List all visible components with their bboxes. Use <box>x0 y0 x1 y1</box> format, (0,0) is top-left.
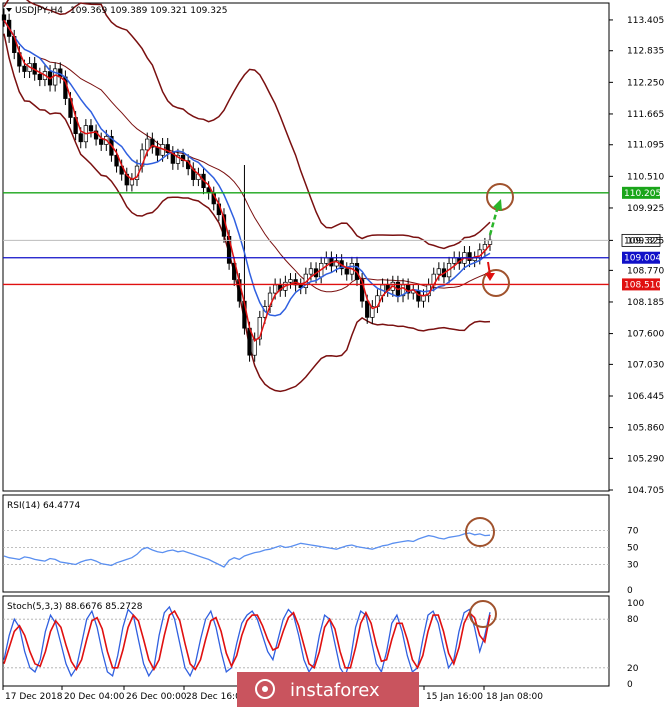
x-tick-label: 18 Jan 08:00 <box>486 692 543 702</box>
y-tick-label: 112.250 <box>627 78 664 88</box>
rsi-y-tick-label: 0 <box>627 586 633 596</box>
rsi-line <box>3 532 491 568</box>
target-down-circle <box>482 269 510 297</box>
candle-body <box>145 138 150 151</box>
x-tick-label: 15 Jan 16:00 <box>426 692 483 702</box>
candle-body <box>467 252 472 261</box>
candle-body <box>365 300 370 318</box>
stoch-label: Stoch(5,3,3) 88.6676 85.2728 <box>7 602 143 612</box>
watermark-text: instaforex <box>290 680 380 701</box>
candle-body <box>272 284 278 294</box>
y-tick-label: 106.445 <box>627 392 664 402</box>
candle-body <box>99 138 104 145</box>
candle-body <box>421 295 426 302</box>
candle-body <box>114 154 119 167</box>
candle-body <box>436 268 441 275</box>
rsi-label: RSI(14) 64.4774 <box>7 501 80 511</box>
symbol-label: USDJPY,H4 <box>15 6 63 16</box>
stoch-y-tick-label: 100 <box>627 599 644 609</box>
bollinger-middle <box>3 19 491 293</box>
candle-body <box>37 73 42 80</box>
rsi-y-tick-label: 50 <box>627 544 639 554</box>
support-badge-label: 108.510 <box>624 280 661 290</box>
rsi-y-tick-label: 30 <box>627 561 639 571</box>
stoch-highlight-circle <box>469 600 497 628</box>
y-tick-label: 104.705 <box>627 486 664 496</box>
up-arrow-head-icon <box>493 199 502 211</box>
x-tick-label: 17 Dec 2018 <box>5 692 63 702</box>
x-tick-label: 28 Dec 16:00 <box>186 692 247 702</box>
candle-body <box>88 125 94 132</box>
stoch-k-line <box>3 605 491 678</box>
main-panel <box>2 2 610 492</box>
candle-body <box>288 279 293 283</box>
y-tick-label: 111.095 <box>627 141 664 151</box>
ohlc-label: 109.369 109.389 109.321 109.325 <box>70 6 227 16</box>
x-tick-label: 26 Dec 00:00 <box>126 692 187 702</box>
stoch-d-line <box>3 609 491 672</box>
candle-body <box>370 306 375 318</box>
candle-body <box>232 262 237 280</box>
y-tick-label: 111.665 <box>627 110 664 120</box>
down-arrow-shaft <box>487 261 491 276</box>
y-tick-label: 113.405 <box>627 16 664 26</box>
pivot-badge <box>622 251 660 264</box>
stoch-y-tick-label: 20 <box>627 664 639 674</box>
moving-average-fast <box>3 19 491 342</box>
candle-body <box>1 14 7 21</box>
x-tick-label: 20 Dec 04:00 <box>64 692 125 702</box>
y-tick-label: 105.860 <box>627 424 664 434</box>
y-tick-label: 110.510 <box>627 172 664 182</box>
current-price-label: 109.325 <box>624 236 661 246</box>
y-tick-label: 109.925 <box>627 204 664 214</box>
resistance-badge-label: 110.205 <box>624 189 661 199</box>
bollinger-lower <box>3 33 491 393</box>
y-tick-label: 107.600 <box>627 330 664 340</box>
stoch-panel <box>2 595 610 687</box>
candle-body <box>344 268 349 275</box>
rsi-y-tick-label: 70 <box>627 527 639 537</box>
stoch-y-tick-label: 80 <box>627 615 639 625</box>
instaforex-logo-icon <box>255 679 275 699</box>
candle-body <box>324 257 329 264</box>
resistance-badge <box>622 186 660 199</box>
y-tick-label: 112.835 <box>627 47 664 57</box>
stoch-y-tick-label: 0 <box>627 680 633 690</box>
candle-body <box>78 133 83 143</box>
current-price-badge <box>621 233 661 247</box>
y-tick-label: 109.325 <box>627 236 664 246</box>
candle-body <box>165 144 170 153</box>
pivot-badge-label: 109.004 <box>624 254 661 264</box>
bollinger-upper <box>3 0 491 250</box>
y-tick-label: 105.290 <box>627 454 664 464</box>
y-tick-label: 107.030 <box>627 360 664 370</box>
rsi-highlight-circle <box>465 517 495 547</box>
candle-body <box>452 257 457 264</box>
down-arrow-head-icon <box>485 273 495 281</box>
candle-body <box>257 317 262 340</box>
support-badge <box>622 278 660 291</box>
candle-body <box>308 268 314 275</box>
candle-body <box>22 65 27 72</box>
y-tick-label: 108.185 <box>627 298 664 308</box>
y-tick-label: 108.770 <box>627 266 664 276</box>
candle-body <box>180 154 186 162</box>
candle-body <box>175 154 181 164</box>
chart-menu-triangle-icon[interactable] <box>6 8 12 12</box>
candle-body <box>150 138 155 148</box>
up-arrow-shaft <box>488 205 500 236</box>
